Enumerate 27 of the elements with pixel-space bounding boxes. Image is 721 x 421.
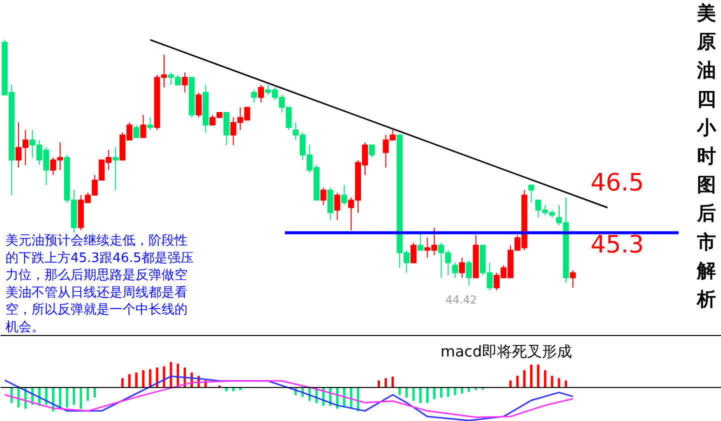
candlestick — [140, 114, 146, 138]
candlestick — [341, 184, 348, 206]
annotation: 46.5 — [590, 168, 644, 196]
chart-title: 美原油四小时图后市解析 — [697, 2, 716, 310]
candlestick — [320, 187, 326, 206]
candlestick — [258, 84, 264, 103]
annotation: 45.3 — [590, 230, 644, 258]
candlestick — [327, 187, 334, 221]
candlestick — [147, 116, 154, 130]
candlestick — [528, 184, 534, 204]
candlestick — [417, 232, 424, 251]
candlestick — [182, 72, 188, 93]
candlestick — [334, 192, 340, 221]
candlestick — [466, 260, 472, 286]
candlestick — [251, 89, 258, 103]
text: macd即将死叉形成 — [440, 342, 572, 360]
candlestick — [223, 112, 230, 146]
candlestick — [570, 270, 576, 288]
candlestick — [133, 124, 140, 138]
annotation: 美元油预计会继续走低，阶段性的下跌上方45.3跟46.5都是强压力位，那么后期思路是反弹做空美油不管从日线还是周线都是看空，所以反弹就是一个中长线的机会。 — [6, 232, 194, 335]
candlestick — [458, 257, 465, 278]
candlestick — [196, 92, 202, 118]
candlestick — [452, 262, 458, 278]
candlestick — [410, 242, 416, 264]
candlestick — [368, 144, 375, 158]
text: 44.42 — [446, 294, 477, 306]
candlestick — [112, 147, 119, 191]
